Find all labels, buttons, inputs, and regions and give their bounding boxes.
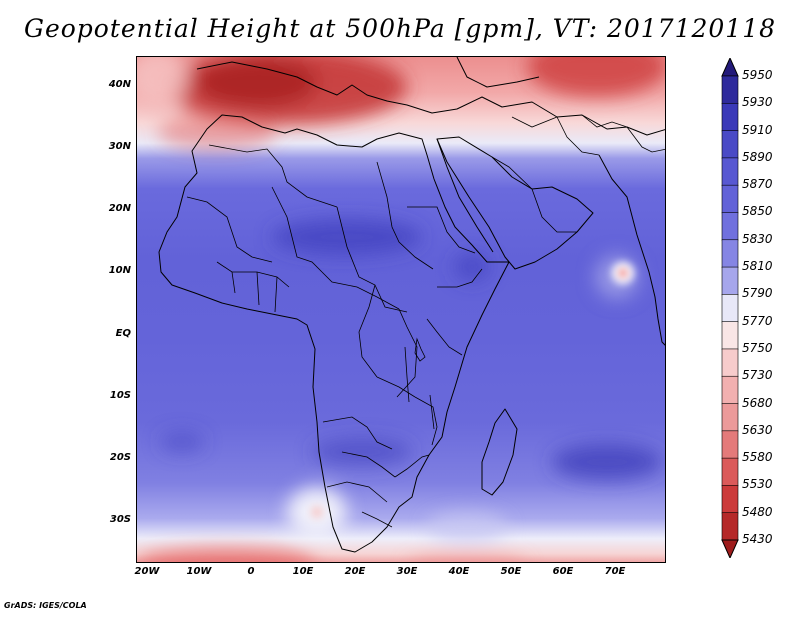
colorbar-segment	[721, 102, 739, 132]
colorbar-level-label: 5730	[742, 368, 773, 383]
colorbar-segment	[721, 266, 739, 296]
high-cell-south	[311, 506, 323, 518]
x-tick-label-20w: 20W	[134, 566, 160, 577]
india-coastline	[598, 154, 665, 346]
colorbar-level-label: 5830	[742, 231, 773, 246]
grads-credit: GrADS: IGES/COLA	[4, 601, 87, 610]
colorbar-segment	[721, 457, 739, 487]
colorbar-level-label: 5790	[742, 286, 773, 301]
africa-coastline	[158, 114, 510, 553]
x-tick-label-0: 0	[247, 566, 255, 577]
x-tick-label-10e: 10E	[292, 566, 314, 577]
x-tick-label-20e: 20E	[344, 566, 366, 577]
colorbar-level-label: 5580	[742, 450, 773, 465]
colorbar-bottom-arrow	[721, 539, 739, 558]
colorbar-level-label: 5430	[742, 532, 773, 546]
y-tick-label-eq: EQ	[115, 328, 131, 339]
x-tick-label-50e: 50E	[500, 566, 522, 577]
colorbar-level-label: 5480	[742, 504, 773, 519]
madagascar-coastline	[481, 408, 518, 496]
chart-title: Geopotential Height at 500hPa [gpm], VT:…	[23, 14, 777, 43]
colorbar-segment	[721, 130, 739, 159]
x-tick-label-40e: 40E	[448, 566, 470, 577]
colorbar-segment	[721, 348, 739, 378]
y-tick-label-10n: 10N	[108, 265, 131, 276]
country-borders	[186, 114, 665, 528]
colorbar-level-label: 5750	[742, 340, 773, 355]
map-plot-area	[136, 56, 666, 563]
colorbar-level-label: 5680	[742, 395, 773, 410]
colorbar-segment	[721, 321, 739, 350]
colorbar-level-label: 5810	[742, 259, 773, 274]
colorbar-level-label: 5870	[742, 177, 773, 192]
colorbar-segment	[721, 403, 739, 432]
colorbar-top-arrow	[721, 58, 739, 77]
x-tick-label-30e: 30E	[396, 566, 418, 577]
colorbar-level-label: 5910	[742, 122, 773, 137]
y-tick-label-20s: 20S	[109, 452, 131, 463]
colorbar-segment	[721, 239, 739, 268]
lake-victoria	[414, 337, 426, 362]
coastlines	[158, 57, 665, 553]
lake-tanganyika	[404, 346, 410, 403]
colorbar-segment	[721, 512, 739, 541]
black-sea-coastline	[456, 57, 540, 88]
mediterranean-coastline	[196, 61, 665, 136]
colorbar-level-label: 5890	[742, 149, 773, 164]
colorbar-level-label: 5630	[742, 422, 773, 437]
colorbar-level-label: 5770	[742, 313, 773, 328]
colorbar-segment	[721, 485, 739, 514]
colorbar-segment	[721, 375, 739, 405]
y-tick-label-30s: 30S	[109, 514, 131, 525]
colorbar	[721, 58, 739, 558]
colorbar-segment	[721, 294, 739, 323]
x-tick-label-60e: 60E	[552, 566, 574, 577]
lakes	[404, 337, 435, 430]
x-tick-label-10w: 10W	[186, 566, 212, 577]
colorbar-level-label: 5930	[742, 95, 773, 110]
colorbar-segment	[721, 184, 739, 214]
map-field	[137, 57, 665, 562]
colorbar-level-label: 5950	[742, 68, 773, 82]
colorbar-segment	[721, 75, 739, 105]
colorbar-segment	[721, 157, 739, 186]
lake-malawi	[429, 394, 435, 430]
colorbar-level-label: 5530	[742, 477, 773, 492]
colorbar-segment	[721, 430, 739, 459]
red-sea-coastline	[436, 138, 494, 253]
x-tick-label-70e: 70E	[604, 566, 626, 577]
y-tick-label-20n: 20N	[108, 203, 131, 214]
colorbar-level-label: 5850	[742, 204, 773, 219]
y-tick-label-30n: 30N	[108, 141, 131, 152]
y-tick-label-40n: 40N	[108, 79, 131, 90]
y-tick-label-10s: 10S	[109, 390, 131, 401]
colorbar-segment	[721, 212, 739, 241]
low-pressure-eye	[612, 262, 634, 284]
